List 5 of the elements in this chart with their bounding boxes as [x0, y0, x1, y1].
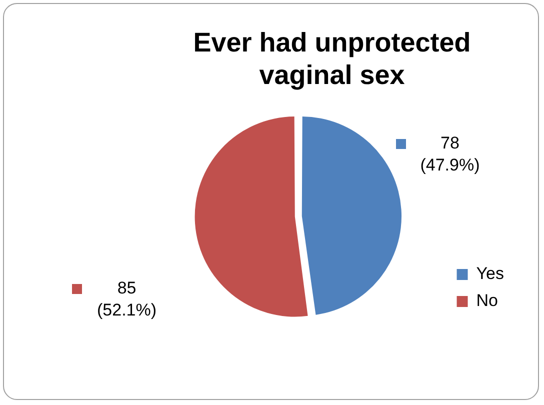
data-label: 85 (52.1%) — [97, 278, 157, 320]
chart-title: Ever had unprotected vaginal sex — [193, 28, 471, 90]
legend-label: Yes — [476, 264, 504, 284]
legend-label: No — [476, 291, 498, 310]
data-label: 78 (47.9%) — [420, 134, 480, 175]
